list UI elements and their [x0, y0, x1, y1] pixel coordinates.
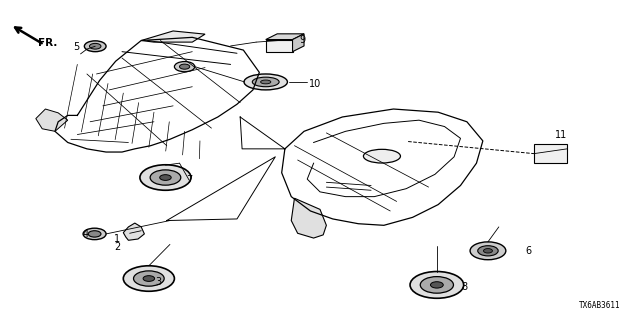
Ellipse shape — [364, 149, 401, 163]
Circle shape — [140, 165, 191, 190]
Text: 11: 11 — [555, 130, 567, 140]
Circle shape — [90, 44, 101, 49]
Ellipse shape — [260, 80, 271, 84]
Circle shape — [143, 276, 155, 281]
Circle shape — [410, 271, 464, 298]
Text: 3: 3 — [156, 277, 161, 287]
Polygon shape — [291, 198, 326, 238]
Circle shape — [477, 246, 498, 256]
Text: TX6AB3611: TX6AB3611 — [579, 301, 620, 310]
Ellipse shape — [252, 77, 279, 87]
Bar — [534, 144, 567, 163]
Text: 5: 5 — [73, 42, 79, 52]
Circle shape — [179, 64, 189, 69]
Circle shape — [160, 175, 172, 180]
Text: FR.: FR. — [38, 38, 57, 48]
Text: 4: 4 — [83, 229, 88, 239]
Polygon shape — [266, 40, 292, 52]
Circle shape — [431, 282, 444, 288]
Polygon shape — [141, 31, 205, 42]
Text: 8: 8 — [462, 282, 468, 292]
Circle shape — [483, 249, 492, 253]
Polygon shape — [36, 109, 68, 131]
Circle shape — [88, 231, 101, 237]
Circle shape — [470, 242, 506, 260]
Text: 7: 7 — [186, 175, 192, 185]
Circle shape — [150, 170, 180, 185]
Circle shape — [134, 271, 164, 286]
Text: 6: 6 — [525, 246, 532, 256]
Circle shape — [174, 61, 195, 72]
Circle shape — [84, 41, 106, 52]
Circle shape — [83, 228, 106, 240]
Polygon shape — [124, 223, 145, 240]
Polygon shape — [292, 34, 304, 52]
Circle shape — [124, 266, 174, 291]
Text: 9: 9 — [300, 35, 306, 44]
Polygon shape — [266, 34, 304, 40]
Ellipse shape — [244, 74, 287, 90]
Circle shape — [420, 276, 454, 293]
Text: 10: 10 — [308, 78, 321, 89]
Text: 2: 2 — [115, 242, 120, 252]
Text: 1: 1 — [115, 234, 120, 244]
